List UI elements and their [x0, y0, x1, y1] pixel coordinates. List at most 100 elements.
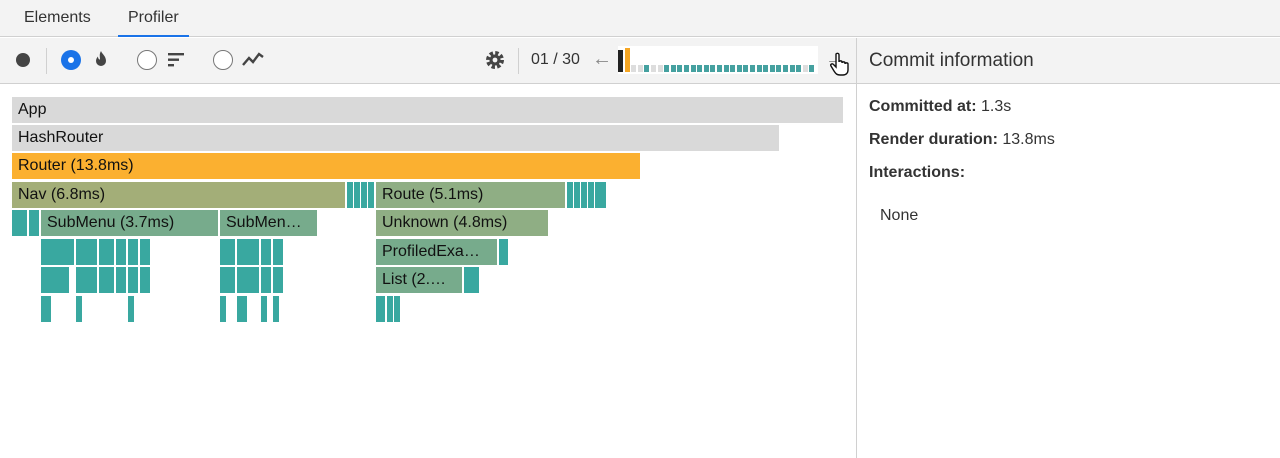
commit-bar-item[interactable]	[697, 65, 703, 72]
flame-node-small[interactable]	[273, 296, 279, 322]
flame-node-small[interactable]	[368, 182, 374, 208]
commit-bar-item[interactable]	[789, 65, 795, 72]
commit-bar-item[interactable]	[664, 65, 670, 72]
flame-node-small[interactable]	[99, 239, 114, 265]
commit-bar-item[interactable]	[624, 48, 630, 72]
commit-bar-item[interactable]	[769, 65, 775, 72]
flame-node-small[interactable]	[361, 182, 367, 208]
flame-node-small[interactable]	[273, 267, 283, 293]
flame-node-small[interactable]	[76, 239, 97, 265]
commit-bar-item[interactable]	[809, 65, 815, 72]
commit-bar-item[interactable]	[796, 65, 802, 72]
commit-bar-item[interactable]	[802, 65, 808, 72]
ranked-chart-icon[interactable]	[165, 48, 189, 72]
commit-bar-item[interactable]	[743, 65, 749, 72]
commit-bar-item[interactable]	[763, 65, 769, 72]
render-duration-label: Render duration:	[869, 131, 998, 148]
flame-node-small[interactable]	[499, 239, 508, 265]
flame-icon[interactable]	[89, 48, 113, 72]
flame-node-list[interactable]: List (2.…	[376, 267, 462, 293]
flame-node-small[interactable]	[354, 182, 360, 208]
flame-node-small[interactable]	[128, 296, 134, 322]
flame-node-small[interactable]	[116, 239, 126, 265]
flame-node-nav[interactable]: Nav (6.8ms)	[12, 182, 345, 208]
ranked-radio[interactable]	[137, 50, 157, 70]
commit-bar-item[interactable]	[637, 65, 643, 72]
gear-icon[interactable]	[483, 48, 507, 72]
commit-bar-item[interactable]	[776, 65, 782, 72]
flame-node-small[interactable]	[116, 267, 126, 293]
flame-node-small[interactable]	[41, 239, 74, 265]
tab-profiler[interactable]: Profiler	[118, 0, 189, 37]
commit-bar-item[interactable]	[677, 65, 683, 72]
prev-commit-button[interactable]: ←	[592, 48, 612, 70]
flame-node-small[interactable]	[261, 296, 267, 322]
flame-node-small[interactable]	[41, 267, 69, 293]
commit-bar-item[interactable]	[717, 65, 722, 72]
flame-node-submenu[interactable]: SubMenu (3.7ms)	[41, 210, 218, 236]
commit-bar-item[interactable]	[690, 65, 696, 72]
flame-node-small[interactable]	[574, 182, 580, 208]
flame-node-small[interactable]	[140, 239, 150, 265]
commit-bar-item[interactable]	[684, 65, 689, 72]
commit-bar-item[interactable]	[710, 65, 716, 72]
flame-node-route[interactable]: Route (5.1ms)	[376, 182, 565, 208]
committed-at-label: Committed at:	[869, 98, 977, 115]
flame-node-small[interactable]	[128, 239, 138, 265]
commit-bar-item[interactable]	[750, 65, 755, 72]
committed-at-value: 1.3s	[981, 98, 1012, 115]
flame-node-small[interactable]	[376, 296, 385, 322]
flame-node-small[interactable]	[567, 182, 573, 208]
flame-node-submenu[interactable]: SubMen…	[220, 210, 317, 236]
flame-node-profiledexample[interactable]: ProfiledExa…	[376, 239, 497, 265]
flame-node-small[interactable]	[29, 210, 39, 236]
flame-node-small[interactable]	[99, 267, 114, 293]
flame-node-unknown[interactable]: Unknown (4.8ms)	[376, 210, 548, 236]
commit-bar-item[interactable]	[703, 65, 709, 72]
commit-selector[interactable]	[618, 46, 818, 74]
flame-node-small[interactable]	[140, 267, 150, 293]
flame-node-small[interactable]	[347, 182, 353, 208]
flame-node-small[interactable]	[41, 296, 51, 322]
commit-bar-item[interactable]	[736, 65, 742, 72]
flame-node-router[interactable]: Router (13.8ms)	[12, 153, 640, 179]
flame-node-small[interactable]	[76, 296, 82, 322]
flame-node-small[interactable]	[237, 239, 259, 265]
commit-bar-item[interactable]	[657, 65, 663, 72]
flame-node-small[interactable]	[237, 296, 247, 322]
interactions-radio[interactable]	[213, 50, 233, 70]
commit-bar-item[interactable]	[651, 65, 656, 72]
flame-node-hashrouter[interactable]: HashRouter	[12, 125, 779, 151]
flame-node-small[interactable]	[595, 182, 606, 208]
flame-node-small[interactable]	[394, 296, 400, 322]
commit-info-header: Commit information	[857, 38, 1280, 84]
flame-node-small[interactable]	[261, 239, 271, 265]
flame-node-small[interactable]	[220, 239, 235, 265]
panel-divider[interactable]	[856, 38, 857, 458]
flame-node-small[interactable]	[12, 210, 27, 236]
commit-bar-item[interactable]	[618, 50, 623, 72]
flame-node-small[interactable]	[464, 267, 479, 293]
flame-node-small[interactable]	[387, 296, 393, 322]
flame-node-app[interactable]: App	[12, 97, 843, 123]
interactions-chart-icon[interactable]	[241, 48, 265, 72]
flamegraph-radio[interactable]	[61, 50, 81, 70]
flame-node-small[interactable]	[273, 239, 283, 265]
record-button[interactable]	[16, 53, 30, 67]
commit-bar-item[interactable]	[631, 65, 637, 72]
flame-node-small[interactable]	[261, 267, 271, 293]
commit-bar-item[interactable]	[730, 65, 736, 72]
commit-bar-item[interactable]	[783, 65, 788, 72]
flame-node-small[interactable]	[588, 182, 594, 208]
commit-bar-item[interactable]	[644, 65, 650, 72]
flame-node-small[interactable]	[237, 267, 259, 293]
tab-elements[interactable]: Elements	[24, 9, 91, 26]
commit-bar-item[interactable]	[756, 65, 762, 72]
flame-node-small[interactable]	[220, 267, 235, 293]
commit-bar-item[interactable]	[670, 65, 676, 72]
flame-node-small[interactable]	[220, 296, 226, 322]
flame-node-small[interactable]	[581, 182, 587, 208]
flame-node-small[interactable]	[76, 267, 97, 293]
flame-node-small[interactable]	[128, 267, 138, 293]
commit-bar-item[interactable]	[723, 65, 729, 72]
